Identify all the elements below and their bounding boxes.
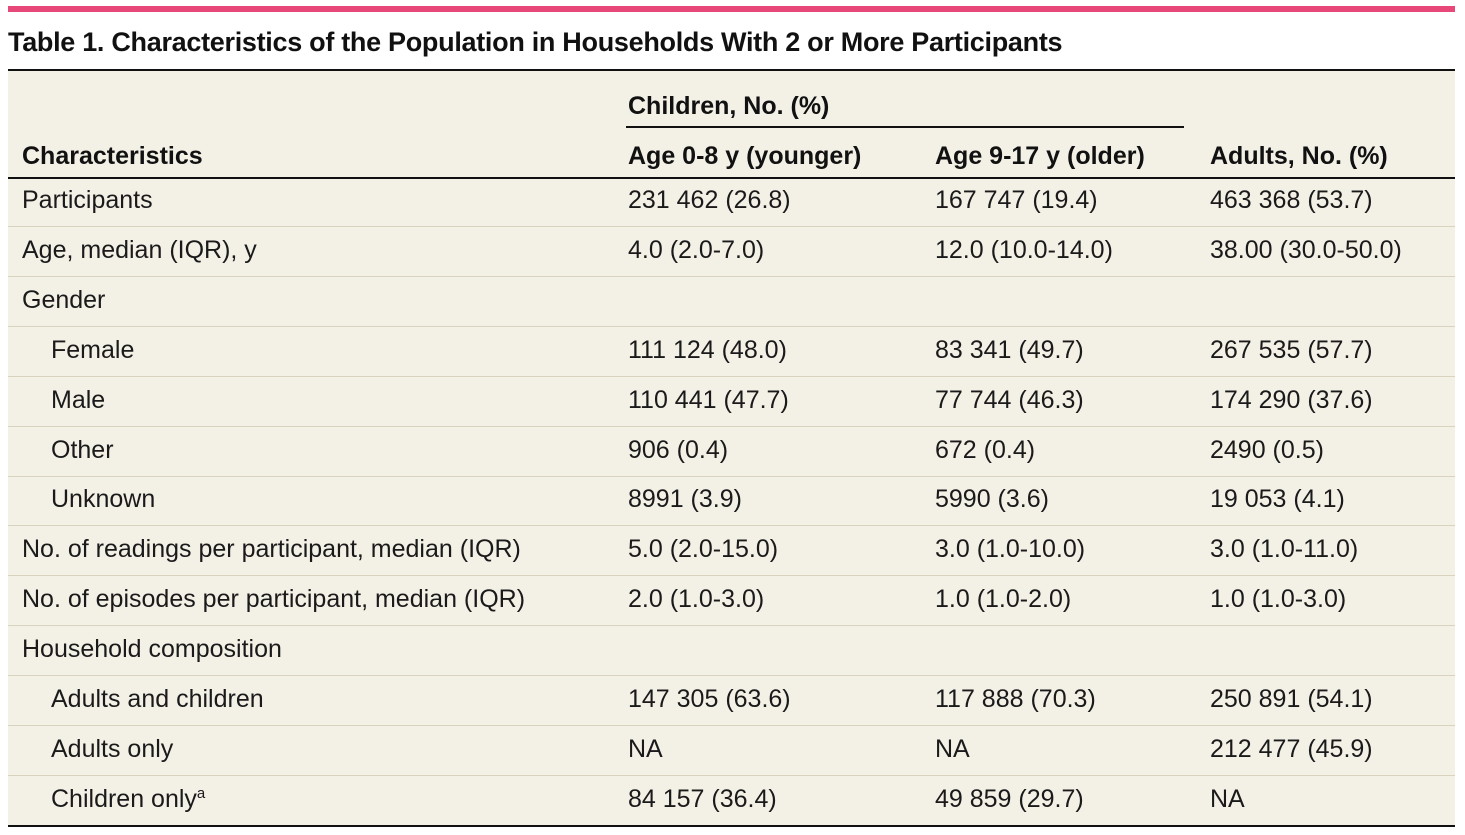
row-label: Age, median (IQR), y <box>22 227 257 276</box>
row-label: Female <box>51 327 134 376</box>
cell-younger: NA <box>628 734 663 763</box>
table-title: Table 1. Characteristics of the Populati… <box>8 27 1063 57</box>
cell-adults: 463 368 (53.7) <box>1210 186 1373 214</box>
table-row: Other 906 (0.4) 672 (0.4) 2490 (0.5) <box>8 427 1455 477</box>
table-row: Household composition <box>8 626 1455 677</box>
cell-adults: 3.0 (1.0-11.0) <box>1210 535 1359 564</box>
table-row: No. of episodes per participant, median … <box>8 576 1455 627</box>
cell-younger: 147 305 (63.6) <box>628 685 791 713</box>
cell-older: 12.0 (10.0-14.0) <box>935 235 1113 264</box>
cell-younger: 8991 (3.9) <box>628 485 742 514</box>
row-label-text: Children only <box>51 784 197 813</box>
footnote-marker: a <box>196 784 206 802</box>
row-label: Other <box>51 427 114 476</box>
cell-adults: 1.0 (1.0-3.0) <box>1210 585 1347 614</box>
row-label-text: Adults and children <box>51 685 264 713</box>
table-row: Children onlya 84 157 (36.4) 49 859 (29.7)… <box>8 776 1455 826</box>
cell-adults: NA <box>1210 784 1245 813</box>
row-label: Participants <box>22 177 153 226</box>
row-label-text: Other <box>51 435 114 464</box>
table-row: Adults only NA NA 212 477 (45.9) <box>8 726 1455 776</box>
cell-younger: 111 124 (48.0) <box>628 335 787 364</box>
row-label-text: Male <box>51 385 106 414</box>
table-row: Adults and children 147 305 (63.6) 117 888… <box>8 676 1455 726</box>
row-label: Male <box>51 377 105 426</box>
cell-older: 77 744 (46.3) <box>935 385 1084 414</box>
cell-younger: 4.0 (2.0-7.0) <box>628 235 765 264</box>
row-label: No. of episodes per participant, median … <box>22 576 525 625</box>
table-row: No. of readings per participant, median … <box>8 526 1455 577</box>
cell-adults: 250 891 (54.1) <box>1210 685 1373 713</box>
cell-adults: 2490 (0.5) <box>1210 435 1324 464</box>
row-label: Household composition <box>22 626 282 675</box>
data-table: Children, No. (%) Characteristics Age 0-… <box>8 69 1455 827</box>
accent-bar <box>8 6 1455 12</box>
cell-younger: 110 441 (47.7) <box>628 385 789 414</box>
cell-older: 1.0 (1.0-2.0) <box>935 585 1072 614</box>
cell-older: 83 341 (49.7) <box>935 335 1084 364</box>
table-row: Participants 231 462 (26.8) 167 747 (19.4)… <box>8 177 1455 227</box>
header-adults: Adults, No. (%) <box>1210 142 1388 170</box>
row-label-text: No. of episodes per participant, median … <box>22 585 526 614</box>
cell-younger: 231 462 (26.8) <box>628 186 791 214</box>
header-characteristics: Characteristics <box>22 142 203 170</box>
row-label: Adults only <box>51 726 173 775</box>
row-label-text: No. of readings per participant, median … <box>22 535 521 564</box>
row-label: Children onlya <box>51 776 205 825</box>
cell-older: NA <box>935 734 970 763</box>
row-label-text: Participants <box>22 186 153 214</box>
header-group-rule <box>626 126 1184 128</box>
cell-adults: 174 290 (37.6) <box>1210 385 1373 414</box>
cell-older: 3.0 (1.0-10.0) <box>935 535 1086 564</box>
table-header: Children, No. (%) Characteristics Age 0-… <box>8 71 1455 179</box>
cell-older: 167 747 (19.4) <box>935 186 1098 214</box>
cell-older: 117 888 (70.3) <box>935 685 1096 713</box>
row-label-text: Female <box>51 335 135 364</box>
cell-older: 49 859 (29.7) <box>935 784 1084 813</box>
row-label-text: Household composition <box>22 635 282 664</box>
row-label: Unknown <box>51 476 155 525</box>
cell-older: 5990 (3.6) <box>935 485 1049 514</box>
table-row: Age, median (IQR), y 4.0 (2.0-7.0) 12.0 (1… <box>8 227 1455 277</box>
header-younger: Age 0-8 y (younger) <box>628 142 862 170</box>
cell-older: 672 (0.4) <box>935 435 1036 464</box>
table-row: Female 111 124 (48.0) 83 341 (49.7) 267 535… <box>8 327 1455 377</box>
row-label: No. of readings per participant, median … <box>22 526 521 575</box>
cell-younger: 906 (0.4) <box>628 435 729 464</box>
row-label-text: Age, median (IQR), y <box>22 235 257 264</box>
header-children-group: Children, No. (%) <box>628 92 830 120</box>
cell-adults: 19 053 (4.1) <box>1210 485 1345 514</box>
row-label-text: Gender <box>22 285 106 314</box>
header-older: Age 9-17 y (older) <box>935 142 1145 170</box>
table-row: Unknown 8991 (3.9) 5990 (3.6) 19 053 (4.1) <box>8 476 1455 527</box>
table-row: Male 110 441 (47.7) 77 744 (46.3) 174 290 (… <box>8 377 1455 427</box>
row-label: Gender <box>22 277 105 326</box>
cell-adults: 38.00 (30.0-50.0) <box>1210 235 1402 264</box>
cell-younger: 5.0 (2.0-15.0) <box>628 535 779 564</box>
row-label-text: Unknown <box>51 485 156 514</box>
row-label-text: Adults only <box>51 734 174 763</box>
row-label: Adults and children <box>51 676 264 725</box>
table-row: Gender <box>8 277 1455 327</box>
cell-younger: 2.0 (1.0-3.0) <box>628 585 765 614</box>
cell-adults: 212 477 (45.9) <box>1210 734 1373 763</box>
cell-younger: 84 157 (36.4) <box>628 784 777 813</box>
cell-adults: 267 535 (57.7) <box>1210 335 1373 364</box>
